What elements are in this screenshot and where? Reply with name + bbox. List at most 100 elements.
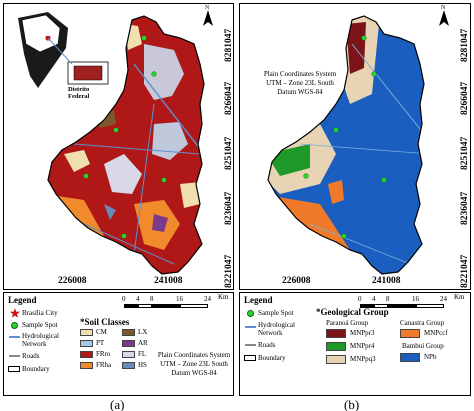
coord-y-a-3: 8236047 bbox=[224, 191, 234, 225]
projection-text-a: Plain Coordinates System UTM – Zone 23L … bbox=[157, 351, 231, 377]
scale-tick: 8 bbox=[150, 295, 154, 303]
geological-group-title: *Geological Group bbox=[316, 307, 389, 317]
sample-spot-icon bbox=[11, 322, 18, 329]
hydro-line-icon bbox=[9, 336, 20, 338]
legend-item-label: Hydrological Network bbox=[22, 332, 59, 348]
soil-code-cm: CM bbox=[96, 328, 107, 336]
legend-panel-b: Legend Sample Spot Hydrological Network … bbox=[239, 292, 471, 396]
soil-code-ar: AR bbox=[138, 339, 148, 347]
scale-segment bbox=[416, 304, 444, 308]
coord-x-b-1: 241008 bbox=[372, 276, 401, 286]
projection-text-b: Plain Coordinates System UTM – Zone 23L … bbox=[263, 70, 337, 96]
soil-code-fl: FL bbox=[138, 350, 147, 358]
legend-item-label: Brasília City bbox=[22, 309, 58, 317]
coord-y-b-1: 8266047 bbox=[460, 81, 470, 115]
legend-panel-a: Legend Brasília City Sample Spot Hydrolo… bbox=[3, 292, 234, 396]
legend-title-a: Legend bbox=[8, 295, 37, 305]
scale-segment bbox=[374, 304, 388, 308]
legend-item-label: Roads bbox=[258, 341, 276, 349]
legend-item-label: Sample Spot bbox=[22, 321, 58, 329]
coord-y-a-2: 8251047 bbox=[224, 136, 234, 170]
scale-tick: 4 bbox=[136, 295, 140, 303]
geo-code-mnppq3: MNPpq3 bbox=[350, 355, 376, 363]
north-label-b: N bbox=[441, 5, 446, 11]
scale-bar-a: 0 4 8 16 24 Km bbox=[122, 293, 232, 315]
geo-code-mnppr3: MNPpr3 bbox=[350, 329, 375, 337]
paranoa-group-title: Paranoá Group bbox=[326, 319, 369, 327]
soil-swatch-lx bbox=[122, 329, 135, 336]
scale-tick: 24 bbox=[440, 295, 447, 303]
sample-spot-icon bbox=[247, 310, 254, 317]
legend-item-label: Sample Spot bbox=[258, 309, 294, 317]
coord-y-b-4: 8221047 bbox=[460, 254, 470, 288]
scale-tick: 24 bbox=[204, 295, 211, 303]
soil-classes-title: *Soil Classes bbox=[80, 317, 130, 327]
scale-tick: 4 bbox=[372, 295, 376, 303]
geo-swatch-mnppr3 bbox=[326, 329, 346, 338]
coord-y-b-2: 8251047 bbox=[460, 136, 470, 170]
coord-x-b-0: 226008 bbox=[282, 276, 311, 286]
scale-tick: 0 bbox=[122, 295, 126, 303]
legend-item-label: Boundary bbox=[22, 365, 50, 373]
soil-swatch-pt bbox=[80, 340, 93, 347]
scale-unit: Km bbox=[218, 293, 229, 301]
geo-swatch-mnppq3 bbox=[326, 355, 346, 364]
geology-map-b bbox=[267, 15, 425, 275]
scale-segment bbox=[138, 304, 152, 308]
soil-swatch-cm bbox=[80, 329, 93, 336]
inset-map: Brazil Distrito Federal bbox=[8, 8, 116, 102]
coord-y-a-1: 8266047 bbox=[224, 81, 234, 115]
scale-segment bbox=[388, 304, 416, 308]
legend-item-label: Hydrological Network bbox=[258, 321, 295, 337]
canastra-group-title: Canastra Group bbox=[400, 319, 445, 327]
soil-classes-list: CM PT FRro FRha LX AR FL HS bbox=[80, 328, 180, 389]
soil-code-frha: FRha bbox=[96, 361, 112, 369]
scale-segment bbox=[152, 304, 180, 308]
coord-y-a-0: 8281047 bbox=[224, 28, 234, 62]
scale-tick: 0 bbox=[358, 295, 362, 303]
soil-swatch-hs bbox=[122, 362, 135, 369]
soil-code-lx: LX bbox=[138, 328, 148, 336]
caption-a: (a) bbox=[110, 397, 125, 411]
star-icon bbox=[10, 308, 20, 318]
legend-item-label: Boundary bbox=[258, 354, 286, 362]
inset-country-label: Brazil bbox=[36, 30, 55, 38]
scale-segment bbox=[360, 304, 374, 308]
soil-code-frro: FRro bbox=[96, 350, 111, 358]
roads-line-icon bbox=[245, 344, 256, 346]
north-arrow-icon bbox=[439, 10, 449, 26]
north-arrow-icon bbox=[203, 10, 213, 26]
coord-y-a-4: 8221047 bbox=[224, 254, 234, 288]
scale-segment bbox=[124, 304, 138, 308]
map-panel-b: N Plain Coordinates System UTM – Zone 23… bbox=[239, 3, 471, 290]
boundary-box-icon bbox=[244, 355, 256, 361]
soil-code-hs: HS bbox=[138, 361, 147, 369]
caption-b: (b) bbox=[344, 397, 360, 411]
geo-code-npb: NPb bbox=[424, 353, 437, 361]
geo-swatch-mnppr4 bbox=[326, 342, 346, 351]
legend-items-b: Sample Spot Hydrological Network Roads B… bbox=[244, 308, 314, 394]
soil-code-pt: PT bbox=[96, 339, 105, 347]
scale-tick: 16 bbox=[412, 295, 419, 303]
soil-swatch-fl bbox=[122, 351, 135, 358]
coord-y-b-0: 8281047 bbox=[460, 28, 470, 62]
scale-tick: 8 bbox=[386, 295, 390, 303]
soil-swatch-frro bbox=[80, 351, 93, 358]
geo-code-mnpccf: MNPccf bbox=[424, 329, 448, 337]
legend-title-b: Legend bbox=[244, 295, 273, 305]
coord-y-b-3: 8236047 bbox=[460, 191, 470, 225]
coord-x-a-1: 241008 bbox=[154, 276, 183, 286]
legend-item-label: Roads bbox=[22, 352, 40, 360]
legend-items-a: Brasília City Sample Spot Hydrological N… bbox=[8, 308, 78, 394]
geo-swatch-mnpccf bbox=[400, 329, 420, 338]
geo-swatch-npb bbox=[400, 353, 420, 362]
north-label-a: N bbox=[205, 5, 210, 11]
scale-segment bbox=[180, 304, 208, 308]
map-panel-a: Brazil Distrito Federal N 8281047 826604… bbox=[3, 3, 234, 290]
boundary-box-icon bbox=[8, 366, 20, 372]
geo-code-mnppr4: MNPpr4 bbox=[350, 342, 375, 350]
scale-tick: 16 bbox=[176, 295, 183, 303]
hydro-line-icon bbox=[245, 326, 256, 328]
roads-line-icon bbox=[9, 355, 20, 357]
inset-district-label: Distrito Federal bbox=[68, 86, 90, 100]
